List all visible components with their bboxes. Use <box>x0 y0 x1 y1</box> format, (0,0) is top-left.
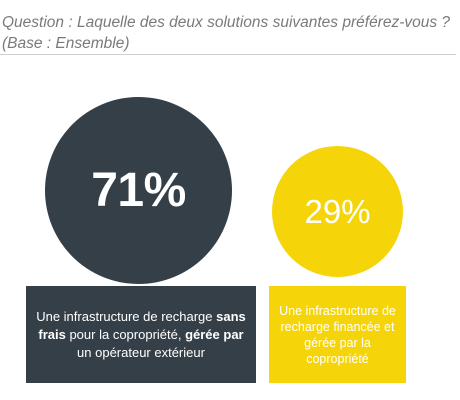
label-option-1-part-4: gérée par <box>185 326 244 342</box>
label-option-1-part-3: pour la copropriété, <box>65 326 186 342</box>
bubble-option-1: 71% <box>45 97 232 284</box>
label-option-2-text: Une infrastructure de recharge financée … <box>279 303 396 366</box>
label-option-1-text: Une infrastructure de recharge sans frai… <box>36 308 246 362</box>
bubble-option-2-value: 29% <box>304 192 371 230</box>
label-option-1: Une infrastructure de recharge sans frai… <box>26 286 256 383</box>
question-base: (Base : Ensemble) <box>2 35 130 52</box>
label-option-1-part-1: Une infrastructure de recharge <box>36 308 217 324</box>
bubble-option-2: 29% <box>272 146 403 277</box>
label-option-1-part-5: un opérateur extérieur <box>77 344 205 360</box>
header-separator <box>0 54 456 55</box>
label-option-1-part-2: sans frais <box>38 308 246 342</box>
bubble-option-1-value: 71% <box>91 164 186 217</box>
question-header: Question : Laquelle des deux solutions s… <box>2 12 454 56</box>
label-option-2: Une infrastructure de recharge financée … <box>269 286 406 383</box>
question-text: Question : Laquelle des deux solutions s… <box>2 14 451 31</box>
